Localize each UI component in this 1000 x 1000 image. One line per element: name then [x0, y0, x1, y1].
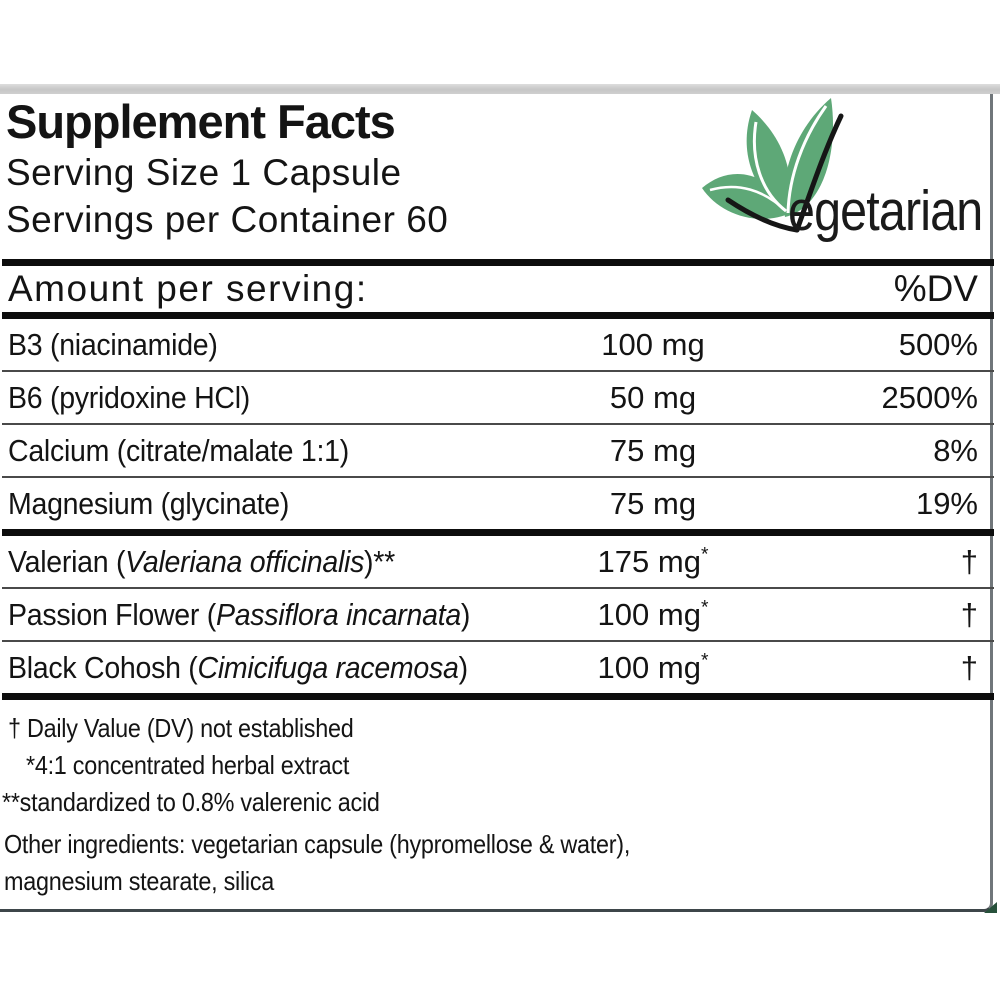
vegetarian-logo: egetarian	[700, 96, 992, 244]
footnote-text: **standardized to 0.8% valerenic acid	[2, 787, 380, 818]
ingredient-name: B3 (niacinamide)	[8, 327, 528, 363]
footnote-text: † Daily Value (DV) not established	[8, 713, 354, 744]
ingredient-amount: 75 mg	[528, 486, 778, 522]
ingredient-amount: 50 mg	[528, 380, 778, 416]
footnotes: † Daily Value (DV) not established *4:1 …	[2, 710, 994, 900]
ingredient-name-suffix: )	[460, 596, 471, 632]
ingredient-amount: 100 mg*	[528, 597, 778, 633]
table-row: Valerian (Valeriana officinalis)** 175 m…	[2, 536, 994, 587]
label-corner-accent	[984, 902, 997, 913]
ingredient-name: Valerian (Valeriana officinalis)**	[8, 544, 528, 580]
ingredient-dv: 500%	[898, 326, 978, 362]
dv-header: %DV	[893, 268, 978, 310]
amount-value: 100 mg	[597, 649, 701, 685]
footnote-standardized: **standardized to 0.8% valerenic acid	[2, 784, 994, 821]
ingredient-name: Black Cohosh (Cimicifuga racemosa)	[8, 650, 528, 686]
table-row: B6 (pyridoxine HCl) 50 mg 2500%	[2, 372, 994, 423]
ingredient-name-suffix: )	[458, 649, 469, 685]
amount-footnote-mark: *	[700, 597, 709, 619]
table-header-row: Amount per serving: %DV	[2, 266, 994, 312]
rule-thick	[2, 259, 994, 267]
ingredient-name-text: B6 (pyridoxine HCl)	[8, 379, 251, 415]
ingredient-latin-name: Cimicifuga racemosa	[197, 649, 459, 685]
table-row: Passion Flower (Passiflora incarnata) 10…	[2, 589, 994, 640]
ingredient-dv: †	[960, 543, 978, 579]
rule-thick	[2, 312, 994, 320]
rule-thin	[2, 587, 994, 590]
rule-thin	[2, 476, 994, 479]
amount-value: 100 mg	[601, 326, 705, 362]
leaf-v-icon: egetarian	[702, 98, 983, 243]
ingredient-name: Calcium (citrate/malate 1:1)	[8, 433, 528, 469]
rule-thick	[2, 529, 994, 537]
ingredient-amount: 100 mg*	[528, 650, 778, 686]
footnote-text: *4:1 concentrated herbal extract	[26, 750, 350, 781]
amount-value: 50 mg	[609, 379, 697, 415]
ingredient-dv: 2500%	[881, 379, 978, 415]
footnote-dv-not-established: † Daily Value (DV) not established	[2, 710, 994, 747]
ingredient-dv: †	[960, 649, 978, 685]
table-row: Calcium (citrate/malate 1:1) 75 mg 8%	[2, 425, 994, 476]
ingredient-name: B6 (pyridoxine HCl)	[8, 380, 528, 416]
ingredient-name-text: B3 (niacinamide)	[8, 326, 218, 362]
rule-thin	[2, 640, 994, 643]
ingredient-name: Passion Flower (Passiflora incarnata)	[8, 597, 528, 633]
ingredient-name-text: Black Cohosh (	[8, 649, 198, 685]
table-row: Black Cohosh (Cimicifuga racemosa) 100 m…	[2, 642, 994, 693]
ingredient-dv: †	[960, 596, 978, 632]
ingredient-dv: 19%	[915, 485, 978, 521]
rule-thin	[2, 423, 994, 426]
amount-value: 175 mg	[597, 543, 701, 579]
ingredient-amount: 100 mg	[528, 327, 778, 363]
label-top-edge	[0, 84, 1000, 94]
footnote-concentrated-extract: *4:1 concentrated herbal extract	[2, 747, 994, 784]
supplement-facts-table: Amount per serving: %DV B3 (niacinamide)…	[2, 259, 994, 701]
amount-per-serving-header: Amount per serving:	[8, 268, 368, 310]
vegetarian-label: egetarian	[788, 179, 982, 243]
ingredient-dv: 8%	[933, 432, 978, 468]
other-ingredients: Other ingredients: vegetarian capsule (h…	[2, 826, 994, 900]
rule-thin	[2, 370, 994, 373]
ingredient-name-text: Magnesium (glycinate)	[8, 485, 290, 521]
rule-thick	[2, 693, 994, 701]
ingredient-name-text: Calcium (citrate/malate 1:1)	[8, 432, 349, 468]
ingredient-name-text: Passion Flower (	[8, 596, 216, 632]
label-content: Supplement Facts Serving Size 1 Capsule …	[2, 95, 994, 900]
ingredient-name-text: Valerian (	[8, 543, 126, 579]
page-title: Supplement Facts	[6, 95, 396, 148]
table-row: Magnesium (glycinate) 75 mg 19%	[2, 478, 994, 529]
amount-value: 100 mg	[597, 596, 701, 632]
serving-size: Serving Size 1 Capsule	[6, 151, 402, 193]
ingredient-name-suffix: )**	[364, 543, 395, 579]
amount-value: 75 mg	[609, 432, 697, 468]
ingredient-latin-name: Valeriana officinalis	[125, 543, 365, 579]
amount-footnote-mark: *	[700, 650, 709, 672]
ingredient-amount: 175 mg*	[528, 544, 778, 580]
table-row: B3 (niacinamide) 100 mg 500%	[2, 319, 994, 370]
ingredient-name: Magnesium (glycinate)	[8, 486, 528, 522]
servings-per-container: Servings per Container 60	[6, 198, 449, 240]
amount-footnote-mark: *	[700, 544, 709, 566]
ingredient-amount: 75 mg	[528, 433, 778, 469]
ingredient-latin-name: Passiflora incarnata	[215, 596, 461, 632]
amount-value: 75 mg	[609, 485, 697, 521]
footnote-text: Other ingredients: vegetarian capsule (h…	[4, 829, 631, 897]
